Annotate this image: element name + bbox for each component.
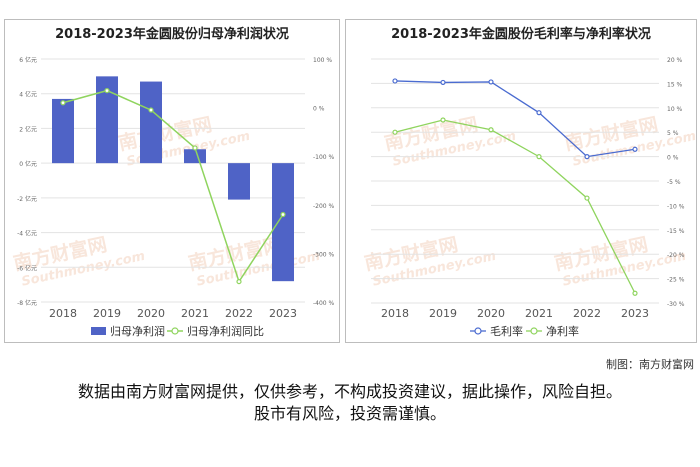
x-tick-label: 2019 xyxy=(93,307,121,320)
legend-swatch-gross-dot xyxy=(474,327,482,335)
y-tick-label-right: -5 % xyxy=(667,179,681,186)
y-tick-label-left: 6 亿元 xyxy=(19,56,37,64)
point-net-2018 xyxy=(392,129,398,135)
bar-net-profit-2019 xyxy=(96,76,118,164)
y-tick-label-left: 0 亿元 xyxy=(19,160,37,168)
y-tick-label-right: -15 % xyxy=(667,228,685,235)
point-gross-2019 xyxy=(440,79,446,86)
chart-title-net-profit: 2018-2023年金圆股份归母净利润状况 xyxy=(55,27,289,42)
x-tick-label: 2018 xyxy=(381,307,409,320)
point-yoy-2019 xyxy=(104,87,110,94)
y-tick-label-right: 5 % xyxy=(667,130,679,137)
y-tick-label-right: -25 % xyxy=(667,277,685,284)
y-tick-label-right: 20 % xyxy=(667,57,683,64)
y-tick-label-right: -20 % xyxy=(667,252,685,259)
x-tick-label: 2020 xyxy=(137,307,165,320)
legend-swatch-bar xyxy=(91,327,106,335)
y-tick-label-right: 0 % xyxy=(313,106,325,113)
y-tick-label-right: -30 % xyxy=(667,301,685,308)
legend-label-yoy: 归母净利润同比 xyxy=(187,324,264,338)
y-tick-label-left: 2 亿元 xyxy=(19,125,37,133)
point-net-2019 xyxy=(440,117,446,123)
y-tick-label-right: -100 % xyxy=(313,154,335,161)
y-tick-label-left: -8 亿元 xyxy=(17,299,37,307)
disclaimer-line-1: 数据由南方财富网提供，仅供参考，不构成投资建议，据此操作，风险自担。 xyxy=(77,382,622,401)
bar-net-profit-2022 xyxy=(228,163,250,200)
y-tick-label-left: -6 亿元 xyxy=(17,264,37,272)
point-net-2022 xyxy=(584,195,590,201)
point-net-2023 xyxy=(632,290,638,296)
point-gross-2020 xyxy=(488,79,494,85)
legend-label-gross: 毛利率 xyxy=(490,324,523,338)
point-yoy-2020 xyxy=(148,107,154,113)
legend-label-net-profit: 归母净利润 xyxy=(110,324,165,338)
y-tick-label-right: 100 % xyxy=(313,57,332,64)
y-tick-label-right: 10 % xyxy=(667,106,683,113)
x-tick-label: 2023 xyxy=(621,307,649,320)
bar-net-profit-2023 xyxy=(272,163,294,282)
y-tick-label-left: 4 亿元 xyxy=(19,91,37,99)
x-tick-label: 2019 xyxy=(429,307,457,320)
line-net-profit-yoy xyxy=(62,89,284,284)
legend-swatch-net-dot xyxy=(530,327,538,335)
line-gross-margin xyxy=(394,80,636,158)
point-yoy-2022 xyxy=(236,278,242,285)
x-tick-label: 2022 xyxy=(225,307,253,320)
y-tick-label-right: -400 % xyxy=(313,300,335,307)
point-gross-2023 xyxy=(632,146,638,152)
point-yoy-2018 xyxy=(60,100,66,106)
legend-swatch-yoy-dot xyxy=(171,327,179,335)
point-net-2021 xyxy=(536,154,542,160)
x-tick-label: 2018 xyxy=(49,307,77,320)
legend-label-net: 净利率 xyxy=(546,324,579,338)
point-yoy-2023 xyxy=(280,211,286,218)
bar-net-profit-2021 xyxy=(184,149,206,164)
point-gross-2018 xyxy=(392,78,398,84)
x-tick-label: 2021 xyxy=(525,307,553,320)
bar-net-profit-2020 xyxy=(140,81,162,164)
chart-credit: 制图：南方财富网 xyxy=(606,358,694,371)
bar-net-profit-2018 xyxy=(52,98,74,164)
point-net-2020 xyxy=(488,127,494,133)
y-tick-label-right: -10 % xyxy=(667,203,685,210)
chart-panel-net-profit: 南方财富网 Southmoney.com 南方财富网 Southmoney.com 南方… xyxy=(4,19,340,343)
y-tick-label-left: -4 亿元 xyxy=(17,230,37,238)
x-tick-label: 2022 xyxy=(573,307,601,320)
point-gross-2022 xyxy=(584,154,590,160)
line-net-margin xyxy=(394,119,636,294)
disclaimer-line-2: 股市有风险，投资需谨慎。 xyxy=(253,404,446,423)
point-yoy-2021 xyxy=(192,145,198,151)
x-tick-label: 2021 xyxy=(181,307,209,320)
y-tick-label-right: -200 % xyxy=(313,203,335,210)
x-tick-label: 2020 xyxy=(477,307,505,320)
y-tick-label-left: -2 亿元 xyxy=(17,195,37,203)
y-tick-label-right: -300 % xyxy=(313,251,335,258)
y-tick-label-right: 0 % xyxy=(667,155,679,162)
point-gross-2021 xyxy=(536,110,542,116)
chart-panel-margins: 南方财富网 Southmoney.com 南方财富网 Southmoney.com 南方… xyxy=(345,19,697,343)
x-tick-label: 2023 xyxy=(269,307,297,320)
chart-title-margins: 2018-2023年金圆股份毛利率与净利率状况 xyxy=(391,27,651,42)
y-tick-label-right: 15 % xyxy=(667,81,683,88)
